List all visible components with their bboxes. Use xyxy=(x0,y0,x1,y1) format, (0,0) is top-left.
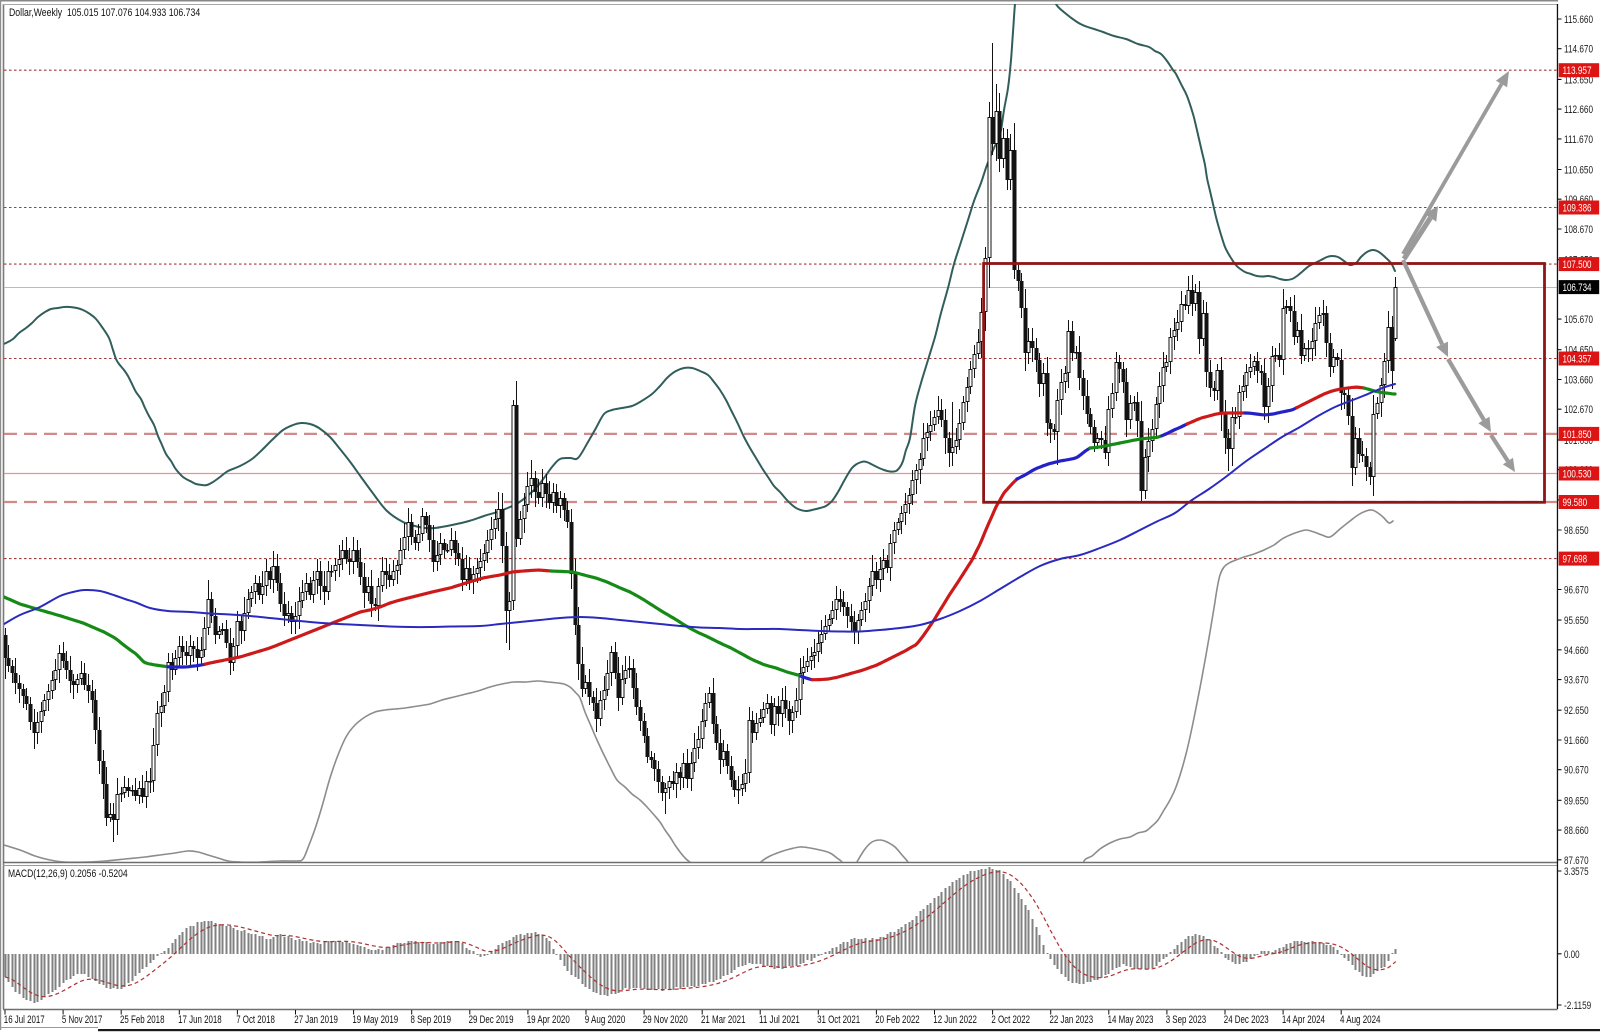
svg-text:113.957: 113.957 xyxy=(1563,65,1592,77)
svg-text:96.670: 96.670 xyxy=(1564,585,1589,597)
svg-text:114.670: 114.670 xyxy=(1564,44,1593,56)
svg-text:29 Dec 2019: 29 Dec 2019 xyxy=(469,1014,514,1026)
svg-text:112.660: 112.660 xyxy=(1564,104,1593,116)
svg-text:3 Sep 2023: 3 Sep 2023 xyxy=(1166,1014,1207,1026)
svg-text:107.500: 107.500 xyxy=(1563,259,1592,271)
svg-text:14 Apr 2024: 14 Apr 2024 xyxy=(1282,1014,1325,1026)
svg-text:102.670: 102.670 xyxy=(1564,404,1593,416)
svg-text:2 Oct 2022: 2 Oct 2022 xyxy=(991,1014,1030,1026)
svg-text:Dollar,Weekly 105.015 107.076: Dollar,Weekly 105.015 107.076 104.933 10… xyxy=(9,7,200,19)
svg-text:16 Jul 2017: 16 Jul 2017 xyxy=(4,1014,45,1026)
svg-text:109.386: 109.386 xyxy=(1563,202,1592,214)
svg-text:20 Feb 2022: 20 Feb 2022 xyxy=(875,1014,920,1026)
svg-text:115.660: 115.660 xyxy=(1564,14,1593,26)
svg-text:21 Mar 2021: 21 Mar 2021 xyxy=(701,1014,746,1026)
svg-text:90.670: 90.670 xyxy=(1564,765,1589,777)
svg-text:9 Aug 2020: 9 Aug 2020 xyxy=(585,1014,626,1026)
svg-text:98.650: 98.650 xyxy=(1564,525,1589,537)
svg-text:91.660: 91.660 xyxy=(1564,735,1589,747)
svg-text:88.660: 88.660 xyxy=(1564,825,1589,837)
svg-text:8 Sep 2019: 8 Sep 2019 xyxy=(411,1014,452,1026)
svg-text:93.670: 93.670 xyxy=(1564,675,1589,687)
svg-text:3.3575: 3.3575 xyxy=(1564,866,1589,878)
svg-text:19 May 2019: 19 May 2019 xyxy=(352,1014,398,1026)
svg-text:105.670: 105.670 xyxy=(1564,314,1593,326)
svg-text:108.670: 108.670 xyxy=(1564,224,1593,236)
svg-text:-2.1159: -2.1159 xyxy=(1564,1000,1591,1012)
svg-text:4 Aug 2024: 4 Aug 2024 xyxy=(1340,1014,1381,1026)
svg-text:110.650: 110.650 xyxy=(1564,165,1593,177)
svg-text:MACD(12,26,9) 0.2056 -0.5204: MACD(12,26,9) 0.2056 -0.5204 xyxy=(8,868,128,880)
svg-text:25 Feb 2018: 25 Feb 2018 xyxy=(120,1014,165,1026)
svg-text:99.580: 99.580 xyxy=(1563,497,1588,509)
svg-text:5 Nov 2017: 5 Nov 2017 xyxy=(62,1014,103,1026)
svg-text:97.698: 97.698 xyxy=(1563,554,1588,566)
svg-text:95.650: 95.650 xyxy=(1564,615,1589,627)
svg-text:92.650: 92.650 xyxy=(1564,705,1589,717)
svg-text:11 Jul 2021: 11 Jul 2021 xyxy=(759,1014,800,1026)
svg-text:111.670: 111.670 xyxy=(1564,134,1593,146)
svg-text:17 Jun 2018: 17 Jun 2018 xyxy=(178,1014,222,1026)
svg-text:104.357: 104.357 xyxy=(1563,353,1592,365)
svg-text:31 Oct 2021: 31 Oct 2021 xyxy=(817,1014,860,1026)
svg-text:100.530: 100.530 xyxy=(1563,468,1592,480)
svg-text:94.660: 94.660 xyxy=(1564,645,1589,657)
svg-text:101.850: 101.850 xyxy=(1563,429,1592,441)
svg-text:7 Oct 2018: 7 Oct 2018 xyxy=(236,1014,275,1026)
svg-text:0.00: 0.00 xyxy=(1564,949,1580,961)
svg-text:19 Apr 2020: 19 Apr 2020 xyxy=(527,1014,570,1026)
svg-text:87.670: 87.670 xyxy=(1564,855,1589,867)
svg-text:14 May 2023: 14 May 2023 xyxy=(1108,1014,1154,1026)
svg-text:89.650: 89.650 xyxy=(1564,795,1589,807)
svg-text:12 Jun 2022: 12 Jun 2022 xyxy=(933,1014,977,1026)
svg-text:106.734: 106.734 xyxy=(1563,282,1592,294)
svg-text:113.650: 113.650 xyxy=(1564,74,1593,86)
svg-text:103.660: 103.660 xyxy=(1564,375,1593,387)
svg-text:29 Nov 2020: 29 Nov 2020 xyxy=(643,1014,688,1026)
svg-text:24 Dec 2023: 24 Dec 2023 xyxy=(1224,1014,1269,1026)
svg-text:27 Jan 2019: 27 Jan 2019 xyxy=(294,1014,338,1026)
svg-text:22 Jan 2023: 22 Jan 2023 xyxy=(1050,1014,1094,1026)
